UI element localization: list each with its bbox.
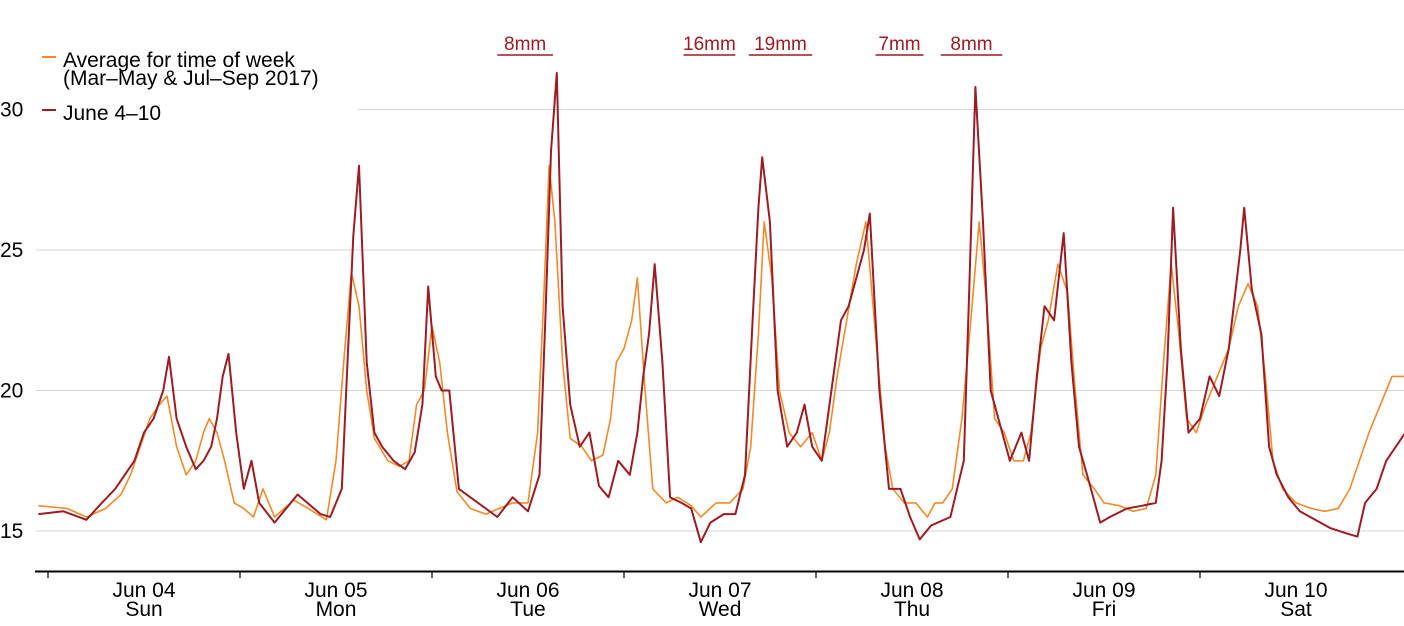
x-tick-date-label: Jun 10 [1264,579,1327,602]
legend-label-average: Average for time of week [63,49,295,72]
legend: Average for time of week (Mar–May & Jul–… [36,38,358,128]
x-tick-date-label: Jun 08 [880,579,943,602]
series-line-average [38,164,1404,521]
x-tick-date-label: Jun 07 [688,579,751,602]
rain-label: 16mm [683,34,736,55]
x-tick-day-label: Sun [125,598,162,621]
rain-annotations: 8mm 16mm 19mm 7mm 8mm [497,34,1003,56]
x-tick-day-label: Wed [699,598,742,621]
x-tick-day-label: Sat [1280,598,1312,621]
y-tick-label: 15 [0,520,23,543]
series-lines [38,72,1404,544]
y-tick-label: 30 [0,99,23,122]
x-tick-date-label: Jun 05 [304,579,367,602]
legend-label-june: June 4–10 [63,102,161,125]
rain-label: 8mm [950,34,992,55]
x-tick-date-label: Jun 04 [112,579,175,602]
legend-background [36,38,358,128]
y-tick-label: 20 [0,380,23,403]
x-tick-day-label: Mon [316,598,357,621]
y-axis-ticks: 15 20 25 30 [0,99,23,544]
legend-label-average-period: (Mar–May & Jul–Sep 2017) [63,67,319,90]
y-tick-label: 25 [0,239,23,262]
rain-label: 7mm [878,34,920,55]
rain-label: 19mm [754,34,807,55]
x-tick-day-label: Thu [894,598,930,621]
x-tick-day-label: Fri [1092,598,1117,621]
x-tick-date-label: Jun 09 [1072,579,1135,602]
x-tick-date-label: Jun 06 [496,579,559,602]
series-line-june [38,72,1404,544]
rain-label: 8mm [504,34,546,55]
x-tick-day-label: Tue [510,598,545,621]
